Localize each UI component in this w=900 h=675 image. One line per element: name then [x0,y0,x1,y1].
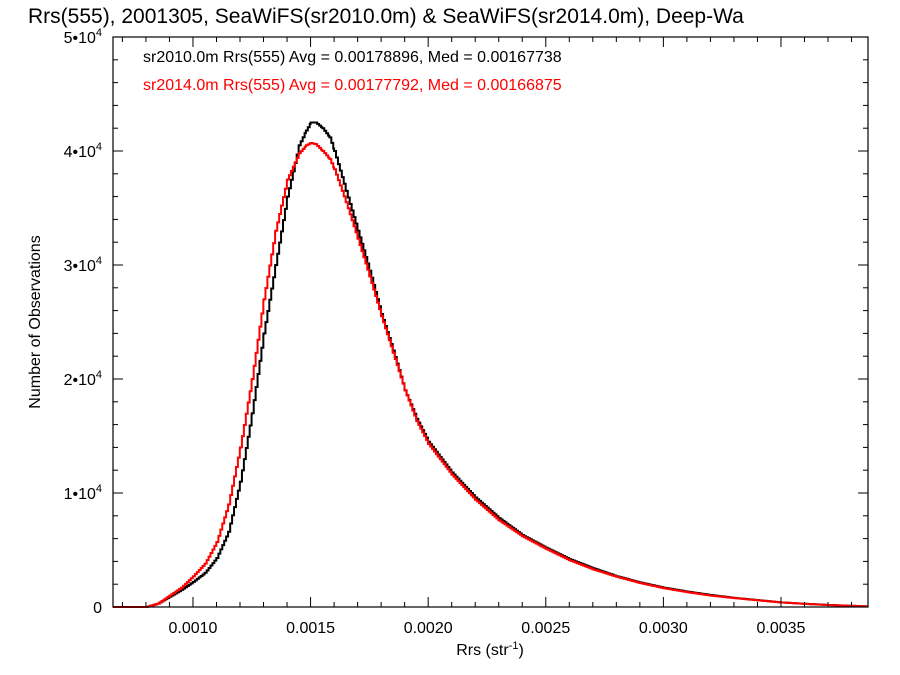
plot-area [112,36,869,608]
y-tick-exponent: 4 [96,27,102,39]
plot-frame [112,36,869,608]
x-axis-title-superscript: -1 [509,640,519,652]
y-tick-label: 2•104 [64,369,102,389]
legend-entry-2: sr2014.0m Rrs(555) Avg = 0.00177792, Med… [143,77,562,94]
y-tick-label: 0 [93,600,102,617]
y-tick-exponent: 4 [96,255,102,267]
y-tick-base: 0 [93,600,102,617]
y-tick-exponent: 4 [96,483,102,495]
y-tick-exponent: 4 [96,369,102,381]
x-tick-label: 0.0025 [521,620,570,637]
y-tick-exponent: 4 [96,141,102,153]
y-tick-label: 5•104 [64,27,102,47]
y-tick-label: 3•104 [64,255,102,275]
y-tick-base: 2•10 [64,372,96,389]
series-layer [113,121,868,608]
x-tick-label: 0.0010 [169,620,218,637]
y-tick-base: 4•10 [64,144,96,161]
x-axis-title-main: Rrs (str [456,642,509,659]
legend: sr2010.0m Rrs(555) Avg = 0.00178896, Med… [143,49,562,94]
y-axis-title: Number of Observations [27,235,44,408]
x-tick-label: 0.0030 [639,620,688,637]
y-tick-base: 1•10 [64,486,96,503]
x-axis: 0.0010 0.0015 0.0020 0.0025 0.0030 0.0035 [121,37,853,637]
x-axis-title: Rrs (str-1) [456,640,524,659]
x-tick-label: 0.0020 [404,620,453,637]
x-tick-label: 0.0015 [286,620,335,637]
legend-entry-1: sr2010.0m Rrs(555) Avg = 0.00178896, Med… [143,49,562,66]
x-tick-label: 0.0035 [757,620,806,637]
chart-title: Rrs(555), 2001305, SeaWiFS(sr2010.0m) & … [28,5,744,28]
x-axis-title-end: ) [518,642,523,659]
y-tick-label: 4•104 [64,141,102,161]
series-line-2 [113,142,868,608]
y-tick-label: 1•104 [64,483,102,503]
y-tick-base: 5•10 [64,30,96,47]
series-line-1 [113,121,868,608]
y-tick-base: 3•10 [64,258,96,275]
